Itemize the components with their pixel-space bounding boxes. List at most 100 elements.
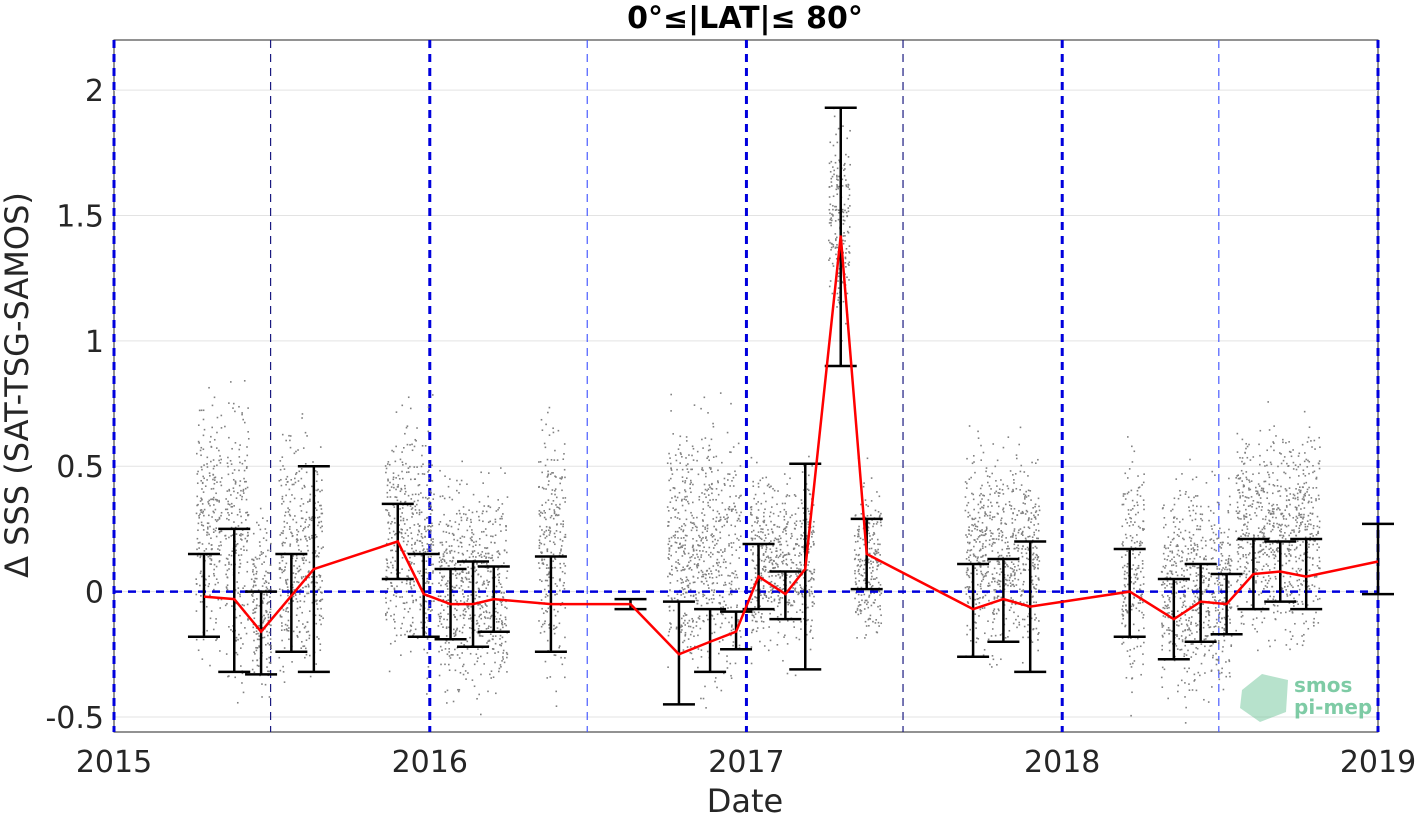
scatter-point: [268, 601, 271, 603]
scatter-point: [429, 610, 432, 612]
scatter-point: [482, 582, 485, 584]
scatter-point: [782, 659, 784, 662]
scatter-point: [975, 622, 977, 624]
scatter-point: [685, 499, 687, 501]
scatter-point: [540, 551, 542, 553]
scatter-point: [712, 509, 714, 512]
scatter-point: [424, 582, 427, 584]
scatter-point: [701, 492, 703, 494]
scatter-point: [777, 490, 779, 492]
scatter-point: [268, 589, 270, 591]
scatter-point: [210, 610, 213, 612]
scatter-point: [494, 642, 497, 645]
scatter-point: [795, 636, 798, 639]
scatter-point: [233, 505, 235, 507]
scatter-point: [468, 581, 471, 583]
scatter-point: [1032, 583, 1034, 586]
scatter-point: [864, 579, 867, 582]
scatter-point: [832, 243, 835, 246]
scatter-point: [1126, 572, 1128, 574]
scatter-point: [705, 537, 707, 539]
scatter-point: [504, 618, 507, 621]
scatter-point: [1012, 512, 1014, 514]
scatter-point: [727, 473, 729, 475]
scatter-point: [440, 564, 443, 567]
scatter-point: [243, 604, 245, 607]
scatter-point: [461, 577, 464, 580]
scatter-point: [224, 604, 227, 607]
scatter-point: [685, 464, 688, 467]
scatter-point: [264, 528, 267, 530]
scatter-point: [320, 520, 323, 523]
scatter-point: [288, 513, 291, 516]
scatter-point: [759, 479, 762, 482]
scatter-point: [446, 552, 448, 555]
scatter-point: [800, 564, 802, 566]
scatter-point: [723, 558, 725, 561]
scatter-point: [865, 625, 868, 627]
scatter-point: [970, 640, 972, 642]
scatter-point: [560, 478, 563, 480]
scatter-point: [459, 600, 462, 602]
scatter-point: [499, 517, 501, 520]
scatter-point: [702, 508, 705, 510]
scatter-point: [239, 480, 242, 482]
scatter-point: [1002, 508, 1004, 511]
scatter-point: [450, 654, 453, 656]
scatter-point: [309, 498, 311, 501]
scatter-point: [200, 446, 203, 449]
scatter-point: [320, 508, 323, 510]
scatter-point: [473, 566, 476, 568]
scatter-point: [453, 538, 455, 541]
scatter-point: [837, 127, 840, 130]
scatter-point: [720, 549, 722, 551]
scatter-point: [556, 459, 559, 461]
scatter-point: [1133, 504, 1136, 507]
scatter-point: [485, 611, 488, 614]
scatter-point: [672, 507, 675, 509]
scatter-point: [703, 594, 706, 597]
scatter-point: [702, 520, 704, 522]
scatter-point: [675, 541, 678, 544]
scatter-point: [216, 481, 218, 483]
scatter-point: [871, 584, 874, 587]
scatter-point: [225, 653, 228, 655]
scatter-point: [309, 493, 312, 496]
scatter-point: [967, 574, 970, 577]
scatter-point: [1124, 570, 1126, 573]
scatter-point: [1032, 558, 1035, 561]
scatter-point: [869, 539, 871, 542]
scatter-point: [292, 586, 294, 589]
scatter-point: [246, 540, 248, 543]
scatter-point: [1124, 596, 1127, 599]
scatter-point: [1011, 567, 1014, 570]
scatter-point: [462, 617, 465, 620]
scatter-point: [402, 602, 405, 604]
scatter-point: [974, 471, 976, 474]
scatter-point: [847, 210, 850, 213]
scatter-point: [426, 577, 429, 580]
scatter-point: [834, 205, 836, 208]
scatter-point: [559, 579, 561, 582]
scatter-point: [986, 475, 989, 477]
scatter-point: [445, 626, 448, 628]
scatter-point: [700, 580, 703, 583]
scatter-point: [667, 666, 669, 669]
scatter-point: [473, 550, 476, 552]
scatter-point: [386, 496, 389, 498]
scatter-point: [392, 594, 395, 596]
scatter-point: [1140, 596, 1143, 598]
scatter-point: [267, 549, 269, 552]
scatter-point: [1129, 516, 1131, 519]
scatter-point: [719, 392, 722, 394]
scatter-point: [689, 559, 692, 562]
scatter-point: [1122, 503, 1125, 506]
scatter-point: [220, 544, 222, 547]
scatter-point: [805, 483, 808, 485]
scatter-point: [487, 581, 490, 584]
scatter-point: [873, 552, 875, 554]
scatter-point: [870, 578, 873, 581]
scatter-point: [775, 562, 777, 565]
scatter-point: [419, 596, 422, 598]
scatter-point: [287, 589, 289, 591]
